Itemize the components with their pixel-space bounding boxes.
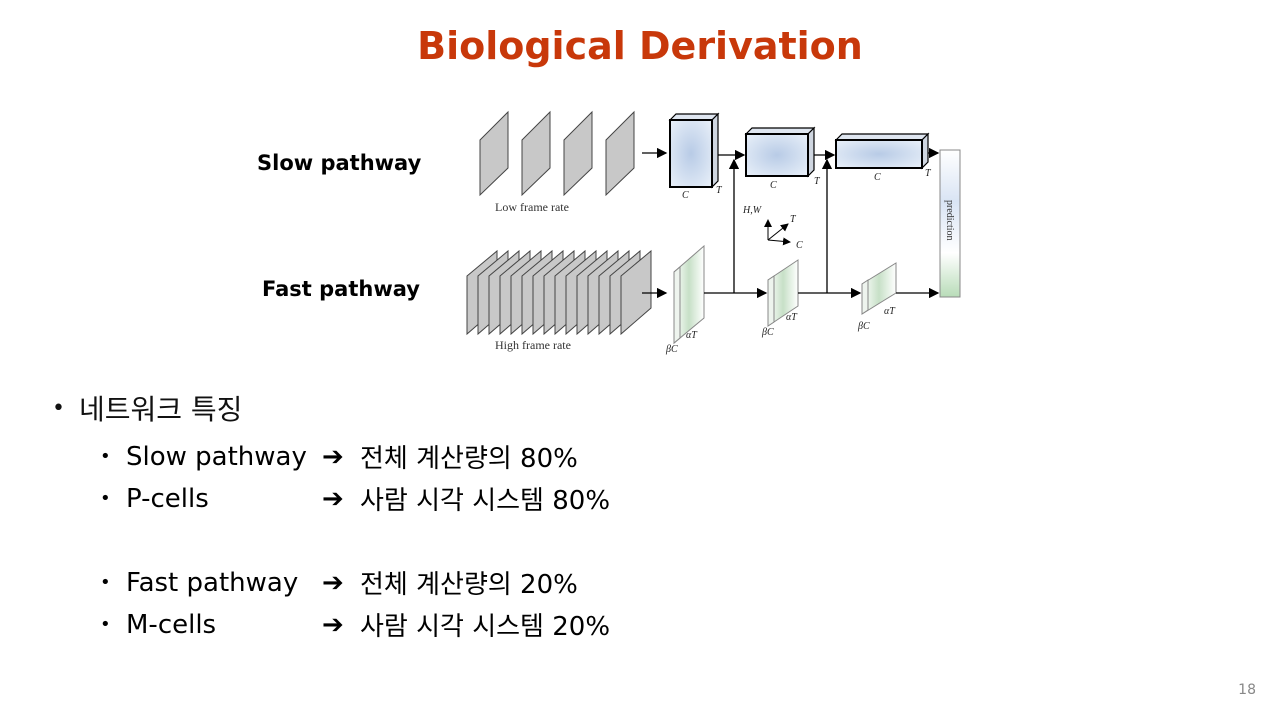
- bullet-item-m-cells: • M-cells ➔ 사람 시각 시스템 20%: [100, 606, 610, 643]
- bullet-item-label: Fast pathway: [126, 567, 299, 598]
- bullet-item-text: 전체 계산량의 80%: [360, 444, 578, 474]
- fast-pathway-label: Fast pathway: [262, 277, 420, 301]
- bullet-item-text: 사람 시각 시스템 20%: [360, 612, 611, 642]
- bullet-heading-text: 네트워크 특징: [78, 393, 243, 426]
- arrow-icon: ➔: [322, 609, 344, 640]
- arrow-icon: ➔: [322, 441, 344, 472]
- slow-block-2: C T: [744, 126, 821, 191]
- bullet-item-text: 전체 계산량의 20%: [360, 570, 578, 600]
- slow-block-2-t: T: [814, 176, 821, 187]
- slow-block-1: C T: [668, 112, 723, 201]
- bullet-item-text: 사람 시각 시스템 80%: [360, 486, 611, 516]
- bullet-list: • 네트워크 특징: [52, 388, 242, 428]
- axis-indicator: H,W T C: [742, 205, 803, 251]
- slow-frames: [479, 110, 635, 197]
- slow-block-3: C T: [834, 132, 932, 183]
- slow-block-3-c: C: [874, 172, 881, 183]
- bullet-item-label: P-cells: [126, 483, 209, 514]
- fast-block-2-bc: βC: [761, 327, 774, 338]
- slow-block-1-t: T: [716, 185, 723, 196]
- page-number: 18: [1238, 682, 1256, 698]
- fast-frame: [620, 249, 652, 336]
- fast-block-3-bc: βC: [857, 321, 870, 332]
- prediction-label: prediction: [944, 200, 955, 241]
- slow-block-3-t: T: [925, 168, 932, 179]
- slide-title: Biological Derivation: [417, 24, 863, 68]
- bullet-item-slow-pathway: • Slow pathway ➔ 전체 계산량의 80%: [100, 438, 578, 475]
- fast-block-1-bc: βC: [665, 344, 678, 355]
- fast-frames: [466, 249, 652, 336]
- bullet-item-label: Slow pathway: [126, 441, 307, 472]
- bullet-item-p-cells: • P-cells ➔ 사람 시각 시스템 80%: [100, 480, 610, 517]
- axis-t-label: T: [790, 214, 797, 225]
- low-frame-rate-label: Low frame rate: [495, 200, 569, 214]
- fast-block-1-at: αT: [686, 330, 698, 341]
- bullet-heading: • 네트워크 특징: [52, 388, 242, 428]
- fast-block-3-at: αT: [884, 306, 896, 317]
- fast-block-1: αT βC: [665, 244, 705, 355]
- fast-block-3: αT βC: [857, 262, 897, 332]
- high-frame-rate-label: High frame rate: [495, 338, 571, 352]
- bullet-item-label: M-cells: [126, 609, 217, 640]
- axis-hw-label: H,W: [742, 205, 763, 216]
- fast-block-2-at: αT: [786, 312, 798, 323]
- arrow-icon: ➔: [322, 483, 344, 514]
- axis-c-label: C: [796, 240, 803, 251]
- slow-block-2-c: C: [770, 180, 777, 191]
- bullet-item-fast-pathway: • Fast pathway ➔ 전체 계산량의 20%: [100, 564, 578, 601]
- prediction-bar: prediction: [939, 149, 961, 298]
- fast-block-2: αT βC: [761, 259, 799, 338]
- arrow-icon: ➔: [322, 567, 344, 598]
- slowfast-diagram: Low frame rate High frame rate C T C T C…: [466, 110, 961, 355]
- slow-block-1-c: C: [682, 190, 689, 201]
- slow-pathway-label: Slow pathway: [257, 151, 422, 175]
